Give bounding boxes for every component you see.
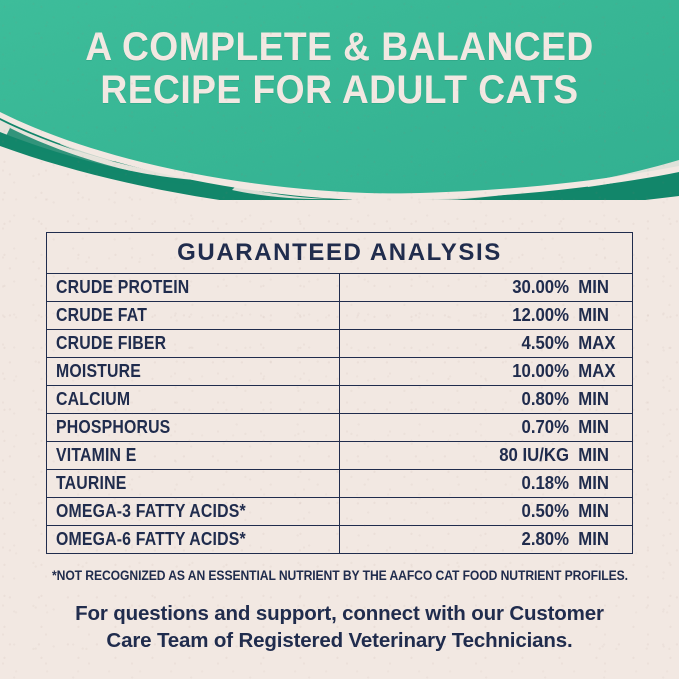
nutrient-name: TAURINE	[56, 473, 127, 493]
nutrient-name: CALCIUM	[56, 389, 131, 409]
nutrient-amount: 10.00%	[512, 361, 569, 381]
banner-accent-stroke	[0, 118, 679, 200]
value-group: 0.18% MIN	[340, 473, 632, 494]
nutrient-name: OMEGA-6 FATTY ACIDS*	[56, 529, 246, 549]
nutrient-name-cell: TAURINE	[46, 469, 340, 498]
banner-title-line-2: RECIPE FOR ADULT CATS	[100, 67, 579, 112]
table-row: CRUDE FAT 12.00% MIN	[46, 301, 633, 330]
nutrient-value-cell: 0.18% MIN	[339, 469, 633, 498]
nutrient-amount: 0.80%	[521, 389, 569, 409]
nutrient-qualifier: MIN	[578, 529, 609, 549]
nutrient-qualifier: MIN	[578, 445, 609, 465]
nutrient-name: CRUDE PROTEIN	[56, 277, 190, 297]
table-row: TAURINE 0.18% MIN	[46, 469, 633, 498]
nutrient-amount: 30.00%	[512, 277, 569, 297]
nutrient-amount: 4.50%	[521, 333, 569, 353]
nutrient-name-cell: VITAMIN E	[46, 441, 340, 470]
nutrient-name-cell: CRUDE PROTEIN	[46, 273, 340, 302]
table-body: GUARANTEED ANALYSIS CRUDE PROTEIN 30.00% M…	[46, 232, 633, 554]
nutrient-name: OMEGA-3 FATTY ACIDS*	[56, 501, 246, 521]
nutrient-amount: 0.50%	[521, 501, 569, 521]
nutrient-qualifier: MIN	[578, 473, 609, 493]
nutrient-qualifier: MIN	[578, 389, 609, 409]
nutrient-value-cell: 80 IU/KG MIN	[339, 441, 633, 470]
nutrient-amount: 80 IU/KG	[499, 445, 569, 465]
support-message: For questions and support, connect with …	[0, 600, 679, 654]
table-row: CRUDE PROTEIN 30.00% MIN	[46, 273, 633, 302]
nutrient-name-cell: CRUDE FIBER	[46, 329, 340, 358]
nutrient-value-cell: 12.00% MIN	[339, 301, 633, 330]
banner-title: A COMPLETE & BALANCED RECIPE FOR ADULT C…	[24, 26, 655, 112]
nutrient-amount: 12.00%	[512, 305, 569, 325]
nutrient-value-cell: 4.50% MAX	[339, 329, 633, 358]
table-row: VITAMIN E 80 IU/KG MIN	[46, 441, 633, 470]
value-group: 30.00% MIN	[340, 277, 632, 298]
nutrient-name-cell: PHOSPHORUS	[46, 413, 340, 442]
value-group: 12.00% MIN	[340, 305, 632, 326]
nutrient-name-cell: OMEGA-6 FATTY ACIDS*	[46, 525, 340, 554]
value-group: 2.80% MIN	[340, 529, 632, 550]
table-header-row: GUARANTEED ANALYSIS	[46, 232, 633, 274]
nutrient-name-cell: CRUDE FAT	[46, 301, 340, 330]
nutrient-name: CRUDE FIBER	[56, 333, 167, 353]
nutrient-name: CRUDE FAT	[56, 305, 148, 325]
support-line-2: Care Team of Registered Veterinary Techn…	[106, 629, 573, 653]
support-line-1: For questions and support, connect with …	[75, 602, 604, 625]
table-row: OMEGA-3 FATTY ACIDS* 0.50% MIN	[46, 497, 633, 526]
nutrient-qualifier: MAX	[578, 361, 616, 381]
table-row: MOISTURE 10.00% MAX	[46, 357, 633, 386]
nutrient-value-cell: 2.80% MIN	[339, 525, 633, 554]
nutrient-qualifier: MIN	[578, 305, 609, 325]
footnote: *NOT RECOGNIZED AS AN ESSENTIAL NUTRIENT…	[0, 568, 679, 583]
banner-edge-flecks	[0, 120, 679, 200]
nutrient-value-cell: 0.70% MIN	[339, 413, 633, 442]
value-group: 10.00% MAX	[340, 361, 632, 382]
value-group: 0.50% MIN	[340, 501, 632, 522]
nutrient-name-cell: CALCIUM	[46, 385, 340, 414]
nutrient-name-cell: MOISTURE	[46, 357, 340, 386]
nutrient-amount: 2.80%	[521, 529, 569, 549]
nutrient-qualifier: MIN	[578, 417, 609, 437]
nutrient-value-cell: 0.80% MIN	[339, 385, 633, 414]
table-row: PHOSPHORUS 0.70% MIN	[46, 413, 633, 442]
banner-title-line-1: A COMPLETE & BALANCED	[85, 25, 594, 69]
nutrient-amount: 0.70%	[521, 417, 569, 437]
nutrient-qualifier: MIN	[578, 501, 609, 521]
table-row: CALCIUM 0.80% MIN	[46, 385, 633, 414]
table-row: OMEGA-6 FATTY ACIDS* 2.80% MIN	[46, 525, 633, 554]
footnote-text: *NOT RECOGNIZED AS AN ESSENTIAL NUTRIENT…	[51, 568, 628, 583]
value-group: 80 IU/KG MIN	[340, 445, 632, 466]
nutrient-name: VITAMIN E	[56, 445, 137, 465]
value-group: 4.50% MAX	[340, 333, 632, 354]
nutrient-value-cell: 30.00% MIN	[339, 273, 633, 302]
nutrient-qualifier: MAX	[578, 333, 616, 353]
value-group: 0.80% MIN	[340, 389, 632, 410]
nutrient-value-cell: 10.00% MAX	[339, 357, 633, 386]
nutrient-qualifier: MIN	[578, 277, 609, 297]
table-row: CRUDE FIBER 4.50% MAX	[46, 329, 633, 358]
guaranteed-analysis-table: GUARANTEED ANALYSIS CRUDE PROTEIN 30.00% M…	[46, 232, 633, 554]
banner-edge-dark-flecks	[6, 128, 600, 200]
banner-texture	[0, 0, 679, 194]
nutrient-amount: 0.18%	[521, 473, 569, 493]
value-group: 0.70% MIN	[340, 417, 632, 438]
teal-banner: A COMPLETE & BALANCED RECIPE FOR ADULT C…	[0, 0, 679, 200]
nutrient-value-cell: 0.50% MIN	[339, 497, 633, 526]
nutrient-name: MOISTURE	[56, 361, 142, 381]
nutrient-name: PHOSPHORUS	[56, 417, 171, 437]
nutrient-name-cell: OMEGA-3 FATTY ACIDS*	[46, 497, 340, 526]
table-title: GUARANTEED ANALYSIS	[46, 232, 633, 274]
